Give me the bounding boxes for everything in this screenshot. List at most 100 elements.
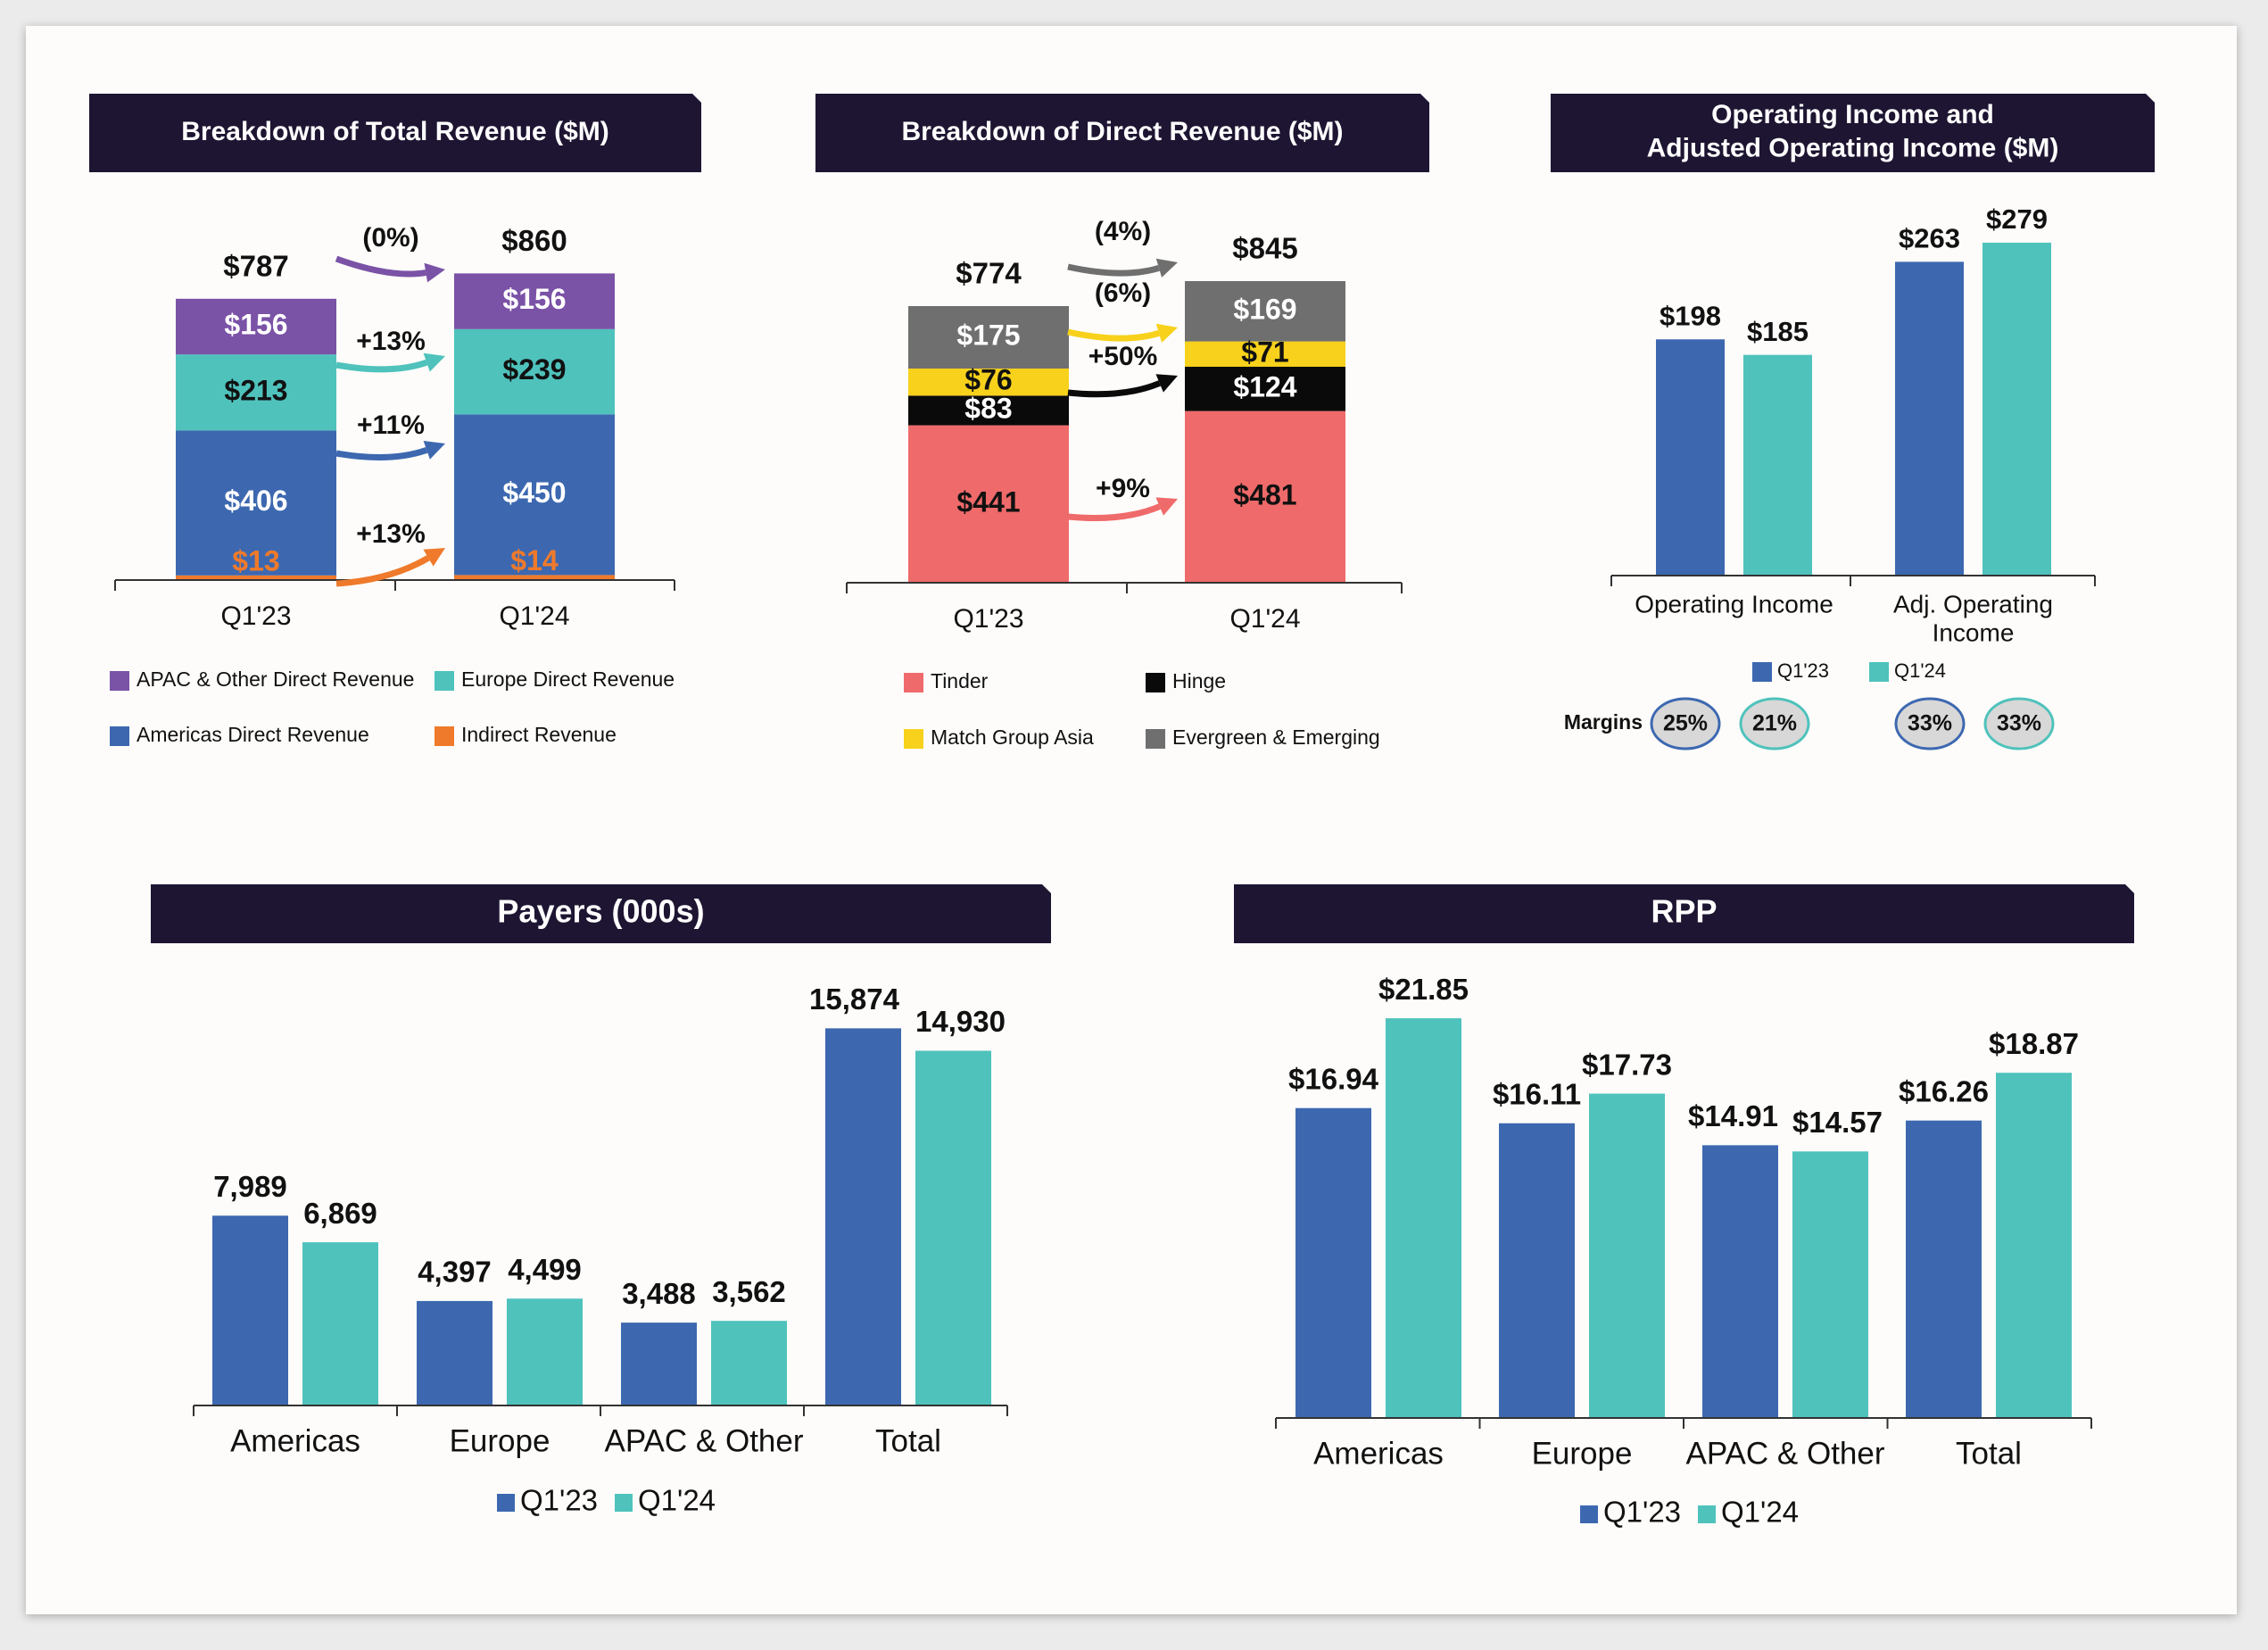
direct-revenue-segment-label: $441 [956,485,1020,518]
direct-revenue-segment-label: $71 [1241,336,1288,368]
operating-income-header-bar [1551,94,2155,172]
payers-legend-label: Q1'23 [520,1484,598,1517]
total-revenue-growth-arrow-shaft [335,359,428,373]
payers-x-tick: APAC & Other [604,1423,803,1458]
direct-revenue-total-label: $845 [1232,232,1297,265]
total-revenue-bar-apac-other-direct-revenue [454,273,615,329]
operating-income-legend-swatch [1752,662,1772,682]
total-revenue-legend-swatch [435,671,454,691]
total-revenue-segment-label: $239 [502,353,566,386]
total-revenue-legend-label: APAC & Other Direct Revenue [137,667,414,691]
total-revenue-segment-label: $213 [224,374,287,406]
total-revenue-segment-label: $406 [224,485,287,517]
direct-revenue-segment-label: $481 [1233,478,1296,510]
total-revenue-total-label: $860 [501,224,567,257]
rpp-bar [1499,1123,1575,1418]
direct-revenue-growth-arrow-head [1155,323,1178,343]
direct-revenue-growth-label: +50% [1088,342,1158,371]
total-revenue-legend-swatch [110,671,129,691]
operating-income-header-title: Adjusted Operating Income ($M) [1647,134,2059,163]
rpp-bar [1295,1107,1371,1418]
total-revenue-legend-label: Europe Direct Revenue [461,667,675,691]
direct-revenue-segment-label: $169 [1233,293,1296,325]
total-revenue-growth-label: +13% [356,327,426,356]
total-revenue-legend-label: Indirect Revenue [461,723,617,746]
rpp-x-tick: Europe [1532,1436,1633,1471]
payers-value-label: 15,874 [809,983,900,1016]
total-revenue-header-title: Breakdown of Total Revenue ($M) [181,117,609,146]
payers-bar [915,1050,991,1405]
payers-value-label: 4,499 [508,1253,582,1286]
payers-header-bar [151,884,1051,943]
payers-value-label: 14,930 [915,1005,1006,1038]
direct-revenue-bar-tinder [908,425,1069,583]
operating-income-header-title: Operating Income and [1711,100,1994,129]
total-revenue-growth-arrow-head [423,548,445,567]
rpp-bar [1386,1018,1461,1418]
total-revenue-growth-label: +13% [356,519,426,549]
total-revenue-growth-arrow [335,440,445,460]
direct-revenue-x-tick: Q1'24 [1229,604,1300,634]
dashboard-card: Breakdown of Total Revenue ($M) $13 $406 $2… [26,26,2237,1614]
total-revenue-header-bar [89,94,701,172]
rpp-value-label: $16.94 [1288,1062,1379,1095]
direct-revenue-legend-swatch [904,673,923,692]
total-revenue-growth-label: +11% [357,410,425,440]
margin-circle [1894,697,1966,750]
operating-income-value-label: $263 [1899,223,1960,254]
payers-value-label: 6,869 [303,1197,377,1230]
direct-revenue-bar-hinge [1185,367,1345,411]
rpp-x-tick: APAC & Other [1685,1436,1884,1471]
rpp-bar [1589,1093,1665,1418]
margins-label: Margins [1564,710,1643,734]
total-revenue-total-label: $787 [223,250,288,283]
payers-bar [417,1300,493,1405]
margin-value: 21% [1752,711,1797,736]
direct-revenue-segment-label: $83 [964,392,1012,424]
payers-header-title: Payers (000s) [497,893,704,930]
direct-revenue-growth-arrow-shaft [1067,503,1162,522]
rpp-legend-swatch [1580,1505,1598,1523]
direct-revenue-header: Breakdown of Direct Revenue ($M) [815,94,1429,172]
payers-value-label: 3,562 [712,1275,786,1308]
direct-revenue-segment-label: $76 [964,364,1012,396]
total-revenue-bar-apac-other-direct-revenue [176,298,336,355]
direct-revenue-bar-match-group-asia [1185,341,1345,367]
margin-value: 33% [1908,711,1952,736]
operating-income-value-label: $185 [1747,316,1809,347]
total-revenue-bar-europe-direct-revenue [176,354,336,431]
total-revenue-segment-label: $14 [510,544,559,576]
direct-revenue-growth-arrow-shaft [1067,380,1162,398]
payers-value-label: 7,989 [213,1170,287,1203]
rpp-value-label: $16.26 [1899,1074,1989,1107]
rpp-legend-label: Q1'24 [1721,1496,1799,1529]
direct-revenue-growth-arrow [1067,374,1178,398]
direct-revenue-growth-arrow [1067,497,1178,522]
rpp-legend-label: Q1'23 [1603,1496,1681,1529]
rpp-bar [1702,1145,1778,1418]
payers-value-label: 3,488 [622,1277,696,1310]
payers-x-tick: Americas [230,1423,360,1458]
payers-bar [212,1215,288,1405]
total-revenue-growth-arrow [335,255,445,283]
total-revenue-growth-arrow [335,548,445,587]
rpp-header-title: RPP [1651,893,1717,930]
direct-revenue-header-bar [815,94,1429,172]
direct-revenue-legend-label: Evergreen & Emerging [1172,726,1380,749]
margin-circle [1983,697,2055,750]
rpp-value-label: $21.85 [1378,973,1469,1006]
direct-revenue-growth-arrow-head [1155,497,1178,516]
total-revenue-growth-arrow-head [424,262,445,283]
operating-income-legend-swatch [1869,662,1889,682]
total-revenue-x-tick: Q1'23 [220,601,291,631]
operating-income-x-tick: Income [1933,618,2015,646]
total-revenue-header: Breakdown of Total Revenue ($M) [89,94,701,172]
total-revenue-bar-europe-direct-revenue [454,328,615,415]
total-revenue-growth-arrow-shaft [335,255,426,278]
operating-income-bar [1656,339,1725,576]
total-revenue-bar-americas-direct-revenue [176,430,336,576]
payers-value-label: 4,397 [418,1256,492,1289]
total-revenue-segment-label: $156 [224,308,287,340]
direct-revenue-growth-label: +9% [1096,474,1150,503]
total-revenue-growth-arrow-shaft [335,555,430,587]
